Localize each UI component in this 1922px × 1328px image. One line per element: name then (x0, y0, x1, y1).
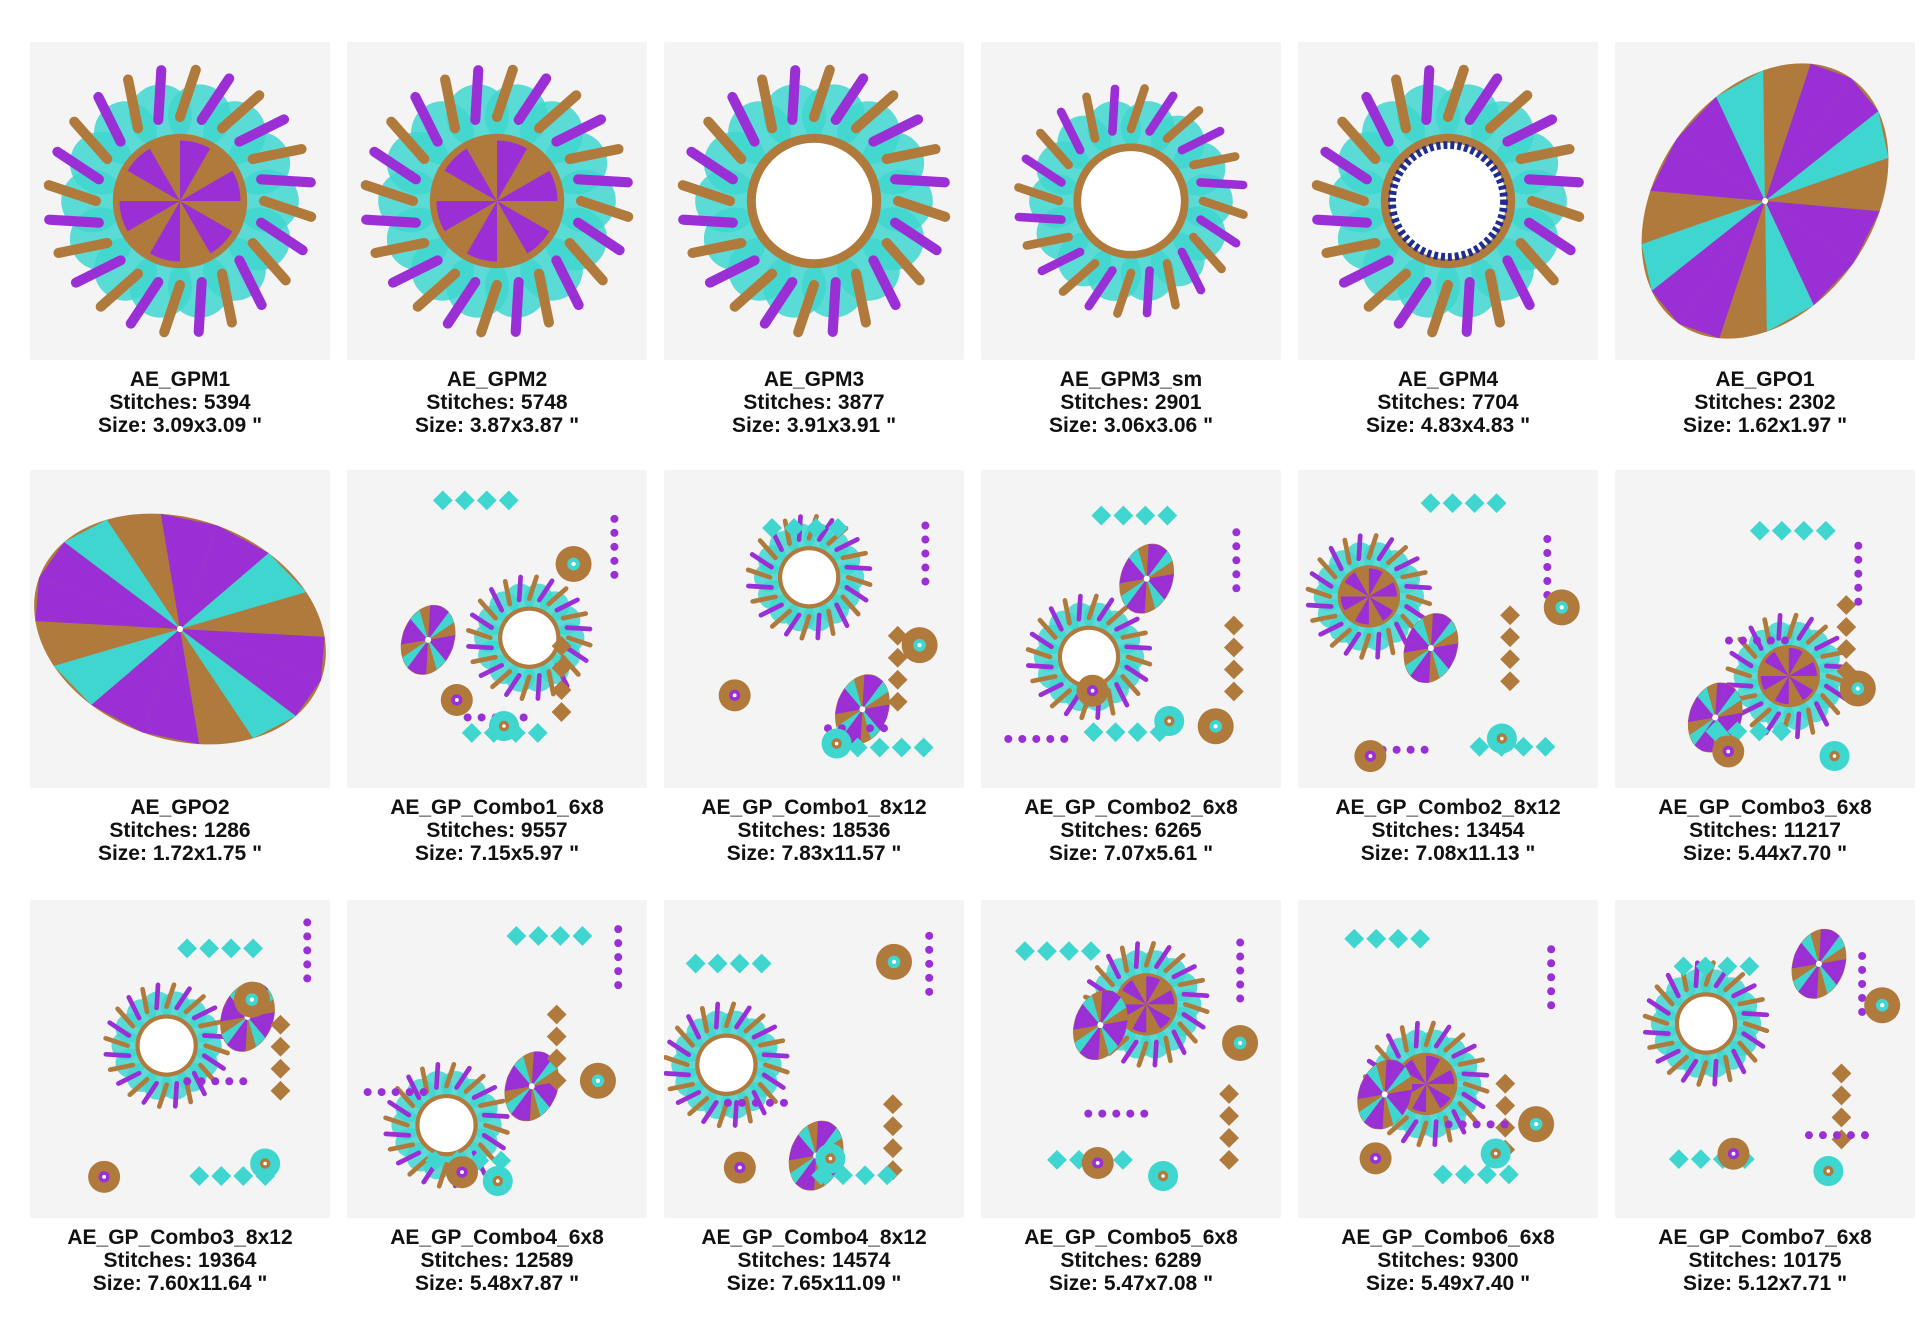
design-size: Size: 4.83x4.83 " (1365, 414, 1531, 437)
design-caption: AE_GP_Combo2_8x12 Stitches: 13454 Size: 7.… (1298, 796, 1598, 865)
design-size: Size: 3.09x3.09 " (97, 414, 263, 437)
design-name: AE_GPM1 (129, 368, 231, 391)
design-caption: AE_GPM1 Stitches: 5394 Size: 3.09x3.09 " (30, 368, 330, 437)
design-thumbnail[interactable] (1615, 900, 1915, 1218)
design-thumbnail[interactable] (1298, 470, 1598, 788)
design-name: AE_GPM3_sm (1059, 368, 1203, 391)
design-stitch-count: Stitches: 3877 (743, 391, 885, 414)
design-caption: AE_GP_Combo4_6x8 Stitches: 12589 Size: 5.4… (347, 1226, 647, 1295)
design-caption: AE_GPM4 Stitches: 7704 Size: 4.83x4.83 " (1298, 368, 1598, 437)
design-size: Size: 5.49x7.40 " (1365, 1272, 1531, 1295)
design-stitch-count: Stitches: 10175 (1688, 1249, 1842, 1272)
design-caption: AE_GP_Combo1_8x12 Stitches: 18536 Size: 7.… (664, 796, 964, 865)
design-stitch-count: Stitches: 9300 (1377, 1249, 1519, 1272)
design-thumbnail[interactable] (664, 900, 964, 1218)
design-name: AE_GP_Combo5_6x8 (1024, 1226, 1238, 1249)
design-name: AE_GP_Combo4_8x12 (701, 1226, 927, 1249)
design-caption: AE_GPO1 Stitches: 2302 Size: 1.62x1.97 " (1615, 368, 1915, 437)
design-thumbnail[interactable] (347, 42, 647, 360)
design-stitch-count: Stitches: 5394 (109, 391, 251, 414)
design-caption: AE_GP_Combo2_6x8 Stitches: 6265 Size: 7.07… (981, 796, 1281, 865)
design-caption: AE_GP_Combo7_6x8 Stitches: 10175 Size: 5.1… (1615, 1226, 1915, 1295)
design-name: AE_GP_Combo7_6x8 (1658, 1226, 1872, 1249)
design-thumbnail[interactable] (1298, 42, 1598, 360)
design-stitch-count: Stitches: 12589 (420, 1249, 574, 1272)
design-thumbnail[interactable] (30, 470, 330, 788)
design-size: Size: 3.91x3.91 " (731, 414, 897, 437)
design-size: Size: 7.65x11.09 " (726, 1272, 902, 1295)
design-thumbnail[interactable] (1615, 470, 1915, 788)
design-stitch-count: Stitches: 13454 (1371, 819, 1525, 842)
design-caption: AE_GPM3_sm Stitches: 2901 Size: 3.06x3.06 … (981, 368, 1281, 437)
design-stitch-count: Stitches: 2302 (1694, 391, 1836, 414)
design-stitch-count: Stitches: 5748 (426, 391, 568, 414)
design-name: AE_GP_Combo2_8x12 (1335, 796, 1561, 819)
design-caption: AE_GPM3 Stitches: 3877 Size: 3.91x3.91 " (664, 368, 964, 437)
design-thumbnail[interactable] (664, 42, 964, 360)
design-size: Size: 5.12x7.71 " (1682, 1272, 1848, 1295)
design-size: Size: 3.06x3.06 " (1048, 414, 1214, 437)
design-name: AE_GPO1 (1715, 368, 1815, 391)
design-caption: AE_GPM2 Stitches: 5748 Size: 3.87x3.87 " (347, 368, 647, 437)
design-size: Size: 7.83x11.57 " (726, 842, 902, 865)
design-stitch-count: Stitches: 2901 (1060, 391, 1202, 414)
design-name: AE_GPM4 (1397, 368, 1499, 391)
design-thumbnail[interactable] (30, 42, 330, 360)
design-name: AE_GP_Combo6_6x8 (1341, 1226, 1555, 1249)
design-size: Size: 5.48x7.87 " (414, 1272, 580, 1295)
design-thumbnail[interactable] (981, 900, 1281, 1218)
design-name: AE_GP_Combo3_8x12 (67, 1226, 293, 1249)
design-caption: AE_GP_Combo4_8x12 Stitches: 14574 Size: 7.… (664, 1226, 964, 1295)
design-name: AE_GPM2 (446, 368, 548, 391)
design-thumbnail[interactable] (664, 470, 964, 788)
design-stitch-count: Stitches: 1286 (109, 819, 251, 842)
design-thumbnail[interactable] (981, 42, 1281, 360)
design-stitch-count: Stitches: 19364 (103, 1249, 257, 1272)
design-name: AE_GPO2 (130, 796, 230, 819)
design-thumbnail[interactable] (1298, 900, 1598, 1218)
design-size: Size: 3.87x3.87 " (414, 414, 580, 437)
design-thumbnail[interactable] (347, 470, 647, 788)
design-name: AE_GP_Combo1_6x8 (390, 796, 604, 819)
design-size: Size: 7.60x11.64 " (92, 1272, 268, 1295)
design-name: AE_GP_Combo1_8x12 (701, 796, 927, 819)
design-thumbnail[interactable] (347, 900, 647, 1218)
design-caption: AE_GP_Combo5_6x8 Stitches: 6289 Size: 5.47… (981, 1226, 1281, 1295)
design-stitch-count: Stitches: 14574 (737, 1249, 891, 1272)
design-caption: AE_GP_Combo3_6x8 Stitches: 11217 Size: 5.4… (1615, 796, 1915, 865)
design-thumbnail[interactable] (1615, 42, 1915, 360)
design-size: Size: 5.47x7.08 " (1048, 1272, 1214, 1295)
design-size: Size: 7.07x5.61 " (1048, 842, 1214, 865)
design-caption: AE_GP_Combo6_6x8 Stitches: 9300 Size: 5.49… (1298, 1226, 1598, 1295)
design-size: Size: 7.15x5.97 " (414, 842, 580, 865)
design-stitch-count: Stitches: 18536 (737, 819, 891, 842)
design-name: AE_GP_Combo2_6x8 (1024, 796, 1238, 819)
design-caption: AE_GP_Combo3_8x12 Stitches: 19364 Size: 7.… (30, 1226, 330, 1295)
design-stitch-count: Stitches: 7704 (1377, 391, 1519, 414)
design-name: AE_GPM3 (763, 368, 865, 391)
design-caption: AE_GP_Combo1_6x8 Stitches: 9557 Size: 7.15… (347, 796, 647, 865)
design-stitch-count: Stitches: 6265 (1060, 819, 1202, 842)
design-size: Size: 7.08x11.13 " (1360, 842, 1536, 865)
design-size: Size: 1.72x1.75 " (97, 842, 263, 865)
design-stitch-count: Stitches: 6289 (1060, 1249, 1202, 1272)
design-size: Size: 5.44x7.70 " (1682, 842, 1848, 865)
design-stitch-count: Stitches: 9557 (426, 819, 568, 842)
design-thumbnail[interactable] (30, 900, 330, 1218)
design-size: Size: 1.62x1.97 " (1682, 414, 1848, 437)
design-name: AE_GP_Combo3_6x8 (1658, 796, 1872, 819)
design-stitch-count: Stitches: 11217 (1689, 819, 1841, 842)
design-thumbnail[interactable] (981, 470, 1281, 788)
design-caption: AE_GPO2 Stitches: 1286 Size: 1.72x1.75 " (30, 796, 330, 865)
design-name: AE_GP_Combo4_6x8 (390, 1226, 604, 1249)
